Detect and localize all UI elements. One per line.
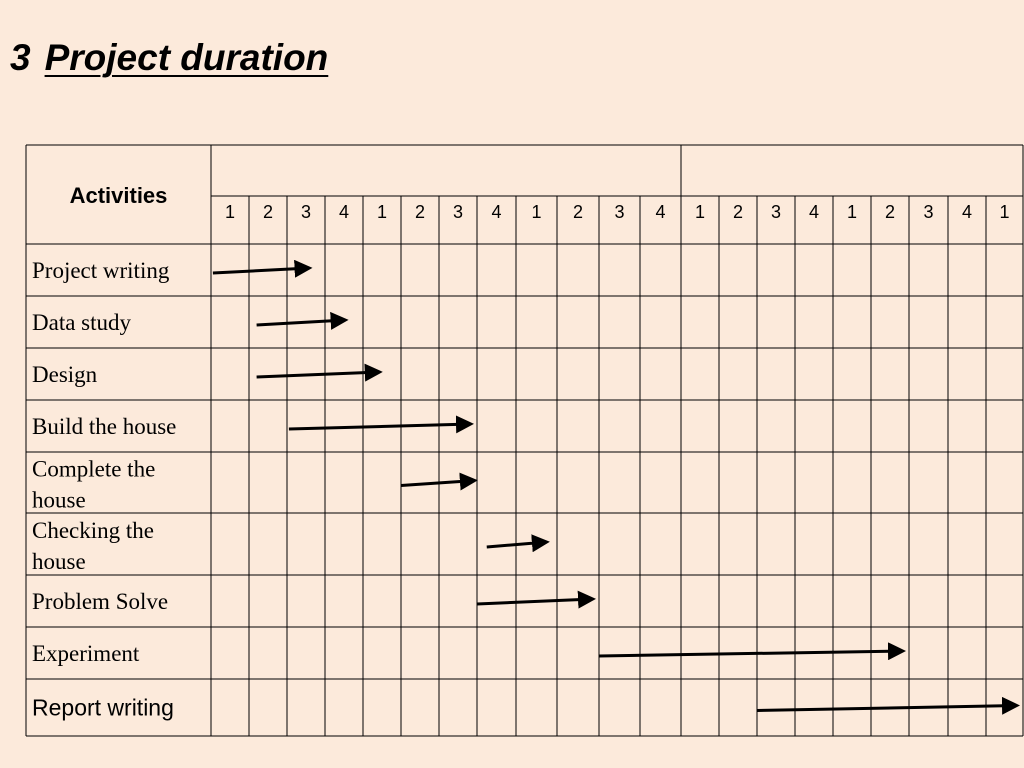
column-number: 4 — [339, 202, 349, 222]
task-arrow — [756, 696, 1020, 715]
slide-title-text: Project duration — [44, 37, 329, 78]
task-arrow — [288, 415, 474, 434]
task-arrow — [400, 472, 478, 491]
activity-label: Complete the — [32, 457, 155, 482]
task-arrow — [476, 590, 596, 609]
task-arrow — [212, 259, 313, 278]
task-arrow — [486, 534, 550, 553]
column-number: 1 — [225, 202, 235, 222]
slide-number: 3 — [10, 37, 31, 78]
activity-label: Problem Solve — [32, 589, 168, 614]
column-number: 1 — [695, 202, 705, 222]
column-number: 3 — [453, 202, 463, 222]
activity-label: Data study — [32, 310, 132, 335]
table-grid — [25, 144, 1024, 737]
column-number: 2 — [733, 202, 743, 222]
column-number: 4 — [809, 202, 819, 222]
column-number: 2 — [263, 202, 273, 222]
activity-label: Project writing — [32, 258, 170, 283]
column-number: 1 — [999, 202, 1009, 222]
table-text: Activities 1 2 3 4 1 2 3 4 1 2 3 4 1 2 3 4 1 2 3 4 1 Project w… — [32, 183, 1010, 721]
activity-label: house — [32, 549, 86, 574]
column-number: 3 — [923, 202, 933, 222]
column-number: 2 — [885, 202, 895, 222]
column-number: 1 — [531, 202, 541, 222]
column-number: 1 — [847, 202, 857, 222]
column-number: 3 — [614, 202, 624, 222]
column-number: 3 — [301, 202, 311, 222]
column-number: 1 — [377, 202, 387, 222]
task-arrow — [256, 363, 383, 382]
activity-label: Build the house — [32, 414, 176, 439]
activity-label: house — [32, 488, 86, 513]
activity-label: Report writing — [32, 695, 174, 721]
task-arrows — [212, 259, 1020, 715]
column-number: 4 — [962, 202, 972, 222]
column-number: 4 — [655, 202, 665, 222]
activity-label: Experiment — [32, 641, 140, 666]
slide-title: 3 Project duration — [10, 34, 328, 82]
activity-label: Checking the — [32, 518, 154, 543]
column-number: 3 — [771, 202, 781, 222]
activity-label: Design — [32, 362, 98, 387]
task-arrow — [256, 311, 349, 330]
activities-header: Activities — [70, 183, 168, 208]
column-number: 2 — [573, 202, 583, 222]
column-number: 4 — [491, 202, 501, 222]
column-number: 2 — [415, 202, 425, 222]
task-arrow — [598, 642, 906, 661]
